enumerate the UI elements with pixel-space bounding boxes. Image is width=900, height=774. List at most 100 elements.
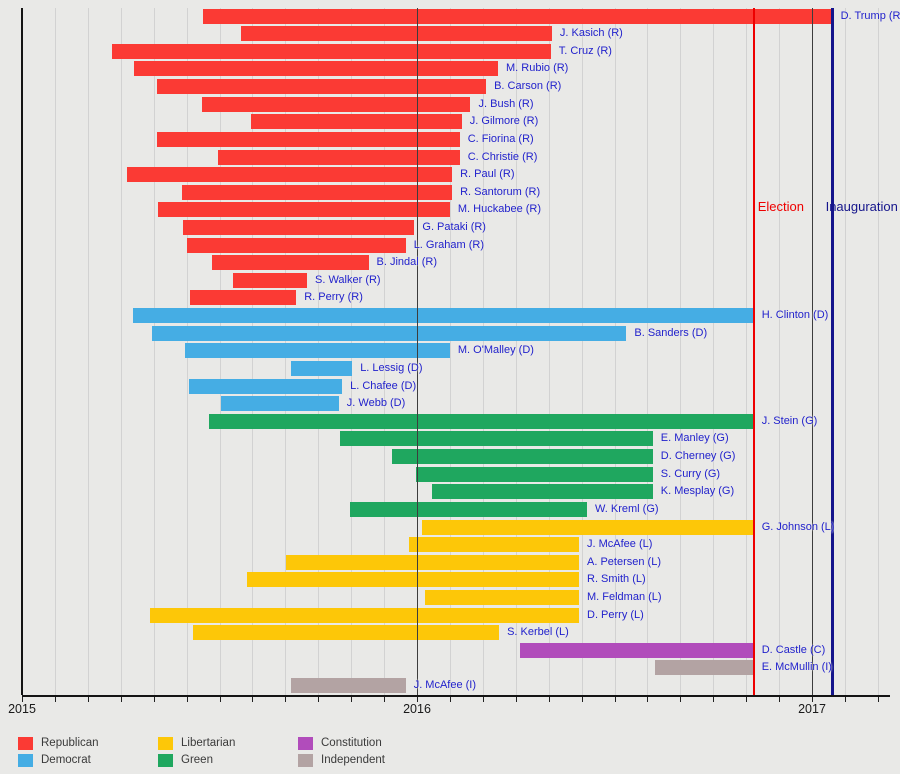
candidate-label: M. Feldman (L) xyxy=(587,591,662,603)
gridline-month xyxy=(153,8,155,695)
campaign-bar xyxy=(156,131,460,147)
gridline-month xyxy=(746,8,748,695)
candidate-label: B. Sanders (D) xyxy=(634,326,708,339)
axis-tick xyxy=(252,697,254,702)
candidate-label: J. Gilmore (R) xyxy=(469,115,539,128)
campaign-bar xyxy=(424,590,579,605)
campaign-bar xyxy=(250,114,462,130)
gridline-month xyxy=(581,8,583,695)
axis-tick xyxy=(548,697,550,702)
legend-label-democrat: Democrat xyxy=(41,754,91,766)
campaign-bar xyxy=(133,61,498,77)
campaign-bar xyxy=(432,484,653,500)
candidate-label: R. Perry (R) xyxy=(304,291,363,304)
independent-color-swatch xyxy=(298,754,313,767)
candidate-label: L. Graham (R) xyxy=(413,238,484,251)
campaign-bar xyxy=(339,431,653,447)
axis-tick xyxy=(22,697,23,702)
axis-tick xyxy=(515,697,517,702)
candidate-label: D. Castle (C) xyxy=(761,643,826,656)
campaign-bar xyxy=(290,678,406,694)
gridline-month xyxy=(779,8,781,695)
axis-tick xyxy=(54,697,56,702)
gridline-month xyxy=(844,8,846,695)
candidate-label: L. Lessig (D) xyxy=(360,361,423,374)
axis-tick xyxy=(614,697,616,702)
axis-tick xyxy=(186,697,188,702)
campaign-bar xyxy=(415,466,653,482)
candidate-label: B. Jindal (R) xyxy=(376,256,438,269)
axis-tick xyxy=(120,697,122,702)
election-line xyxy=(752,8,755,695)
campaign-bar xyxy=(391,449,653,464)
legend-label-libertarian: Libertarian xyxy=(181,737,236,749)
axis-tick xyxy=(844,697,846,702)
candidate-label: J. McAfee (I) xyxy=(413,679,477,692)
campaign-bar xyxy=(158,202,450,218)
axis-tick xyxy=(87,697,89,702)
axis-tick xyxy=(384,697,386,702)
campaign-bar xyxy=(286,554,579,570)
candidate-label: T. Cruz (R) xyxy=(558,44,612,57)
candidate-label: M. O'Malley (D) xyxy=(457,344,534,357)
axis-tick xyxy=(318,697,320,702)
candidate-label: S. Curry (G) xyxy=(660,467,721,480)
gridline-month xyxy=(515,8,517,695)
axis-tick xyxy=(153,697,155,702)
axis-tick xyxy=(351,697,353,702)
gridline-month xyxy=(647,8,649,695)
axis-tick xyxy=(417,697,418,702)
gridline-month xyxy=(482,8,484,695)
candidate-label: E. McMullin (I) xyxy=(761,661,832,674)
legend-label-republican: Republican xyxy=(41,737,99,749)
candidate-label: A. Petersen (L) xyxy=(587,555,661,568)
campaign-bar xyxy=(185,343,450,359)
election-label: Election xyxy=(757,199,804,214)
candidate-label: M. Rubio (R) xyxy=(506,62,569,75)
candidate-label: S. Walker (R) xyxy=(315,273,381,286)
gridline-month xyxy=(87,8,89,695)
candidate-label: E. Manley (G) xyxy=(660,432,729,445)
gridline-month xyxy=(449,8,451,695)
candidate-label: D. Cherney (G) xyxy=(660,450,736,462)
axis-tick xyxy=(812,697,813,702)
gridline-month xyxy=(713,8,715,695)
campaign-bar xyxy=(202,8,833,24)
candidate-label: S. Kerbel (L) xyxy=(507,626,569,639)
campaign-bar xyxy=(220,396,339,412)
campaign-bar xyxy=(150,607,579,623)
campaign-bar xyxy=(520,642,754,658)
candidate-label: J. Stein (G) xyxy=(761,414,818,427)
campaign-bar xyxy=(201,96,471,112)
year-label: 2017 xyxy=(798,702,826,716)
axis-tick xyxy=(779,697,781,702)
candidate-label: C. Christie (R) xyxy=(467,150,538,163)
axis-tick xyxy=(219,697,221,702)
candidate-label: J. Webb (D) xyxy=(346,397,406,410)
legend-label-constitution: Constitution xyxy=(321,737,382,749)
green-color-swatch xyxy=(158,754,173,767)
campaign-bar xyxy=(181,184,453,200)
x-axis-line xyxy=(22,695,890,697)
candidate-label: M. Huckabee (R) xyxy=(457,203,542,216)
candidate-label: J. Bush (R) xyxy=(478,97,534,110)
campaign-bar xyxy=(655,660,754,676)
campaign-bar xyxy=(132,308,754,323)
axis-tick xyxy=(482,697,484,702)
campaign-bar xyxy=(186,237,406,253)
campaign-bar xyxy=(209,413,754,429)
legend-label-independent: Independent xyxy=(321,754,385,766)
campaign-bar xyxy=(290,360,353,376)
candidate-label: K. Mesplay (G) xyxy=(660,485,735,498)
axis-tick xyxy=(680,697,682,702)
gridline-month xyxy=(614,8,616,695)
campaign-bar xyxy=(182,219,415,235)
candidate-label: D. Trump (R) xyxy=(840,9,900,22)
campaign-bar xyxy=(218,149,460,165)
year-label: 2015 xyxy=(8,702,36,716)
libertarian-color-swatch xyxy=(158,737,173,750)
constitution-color-swatch xyxy=(298,737,313,750)
campaign-bar xyxy=(211,255,369,271)
y-axis-line xyxy=(21,8,23,695)
